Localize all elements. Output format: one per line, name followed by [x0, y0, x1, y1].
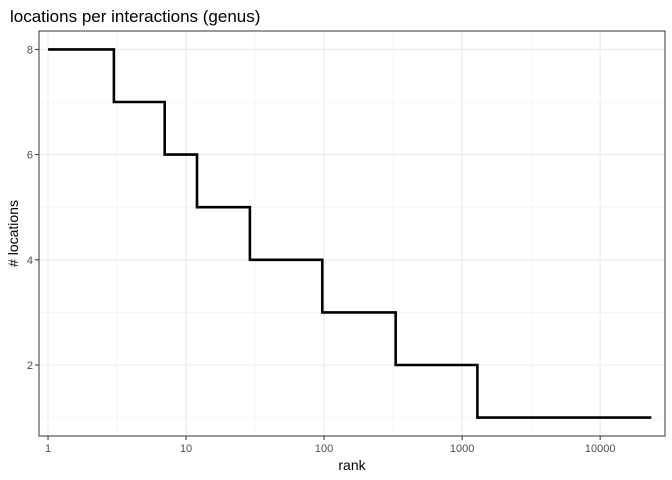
y-tick-label: 2 — [27, 360, 33, 372]
y-tick-label: 6 — [27, 150, 33, 162]
plot-panel — [39, 31, 665, 436]
x-axis: 1 10 100 1000 10000 — [45, 436, 615, 455]
x-tick-label: 10 — [180, 443, 192, 455]
y-tick-label: 8 — [27, 44, 33, 56]
y-axis-title: # locations — [5, 200, 21, 267]
y-axis: 2 4 6 8 — [27, 44, 39, 372]
series-step-line — [48, 48, 652, 419]
x-tick-label: 100 — [315, 443, 333, 455]
x-tick-label: 1000 — [450, 443, 474, 455]
chart-title: locations per interactions (genus) — [10, 7, 260, 26]
series-layer — [48, 48, 652, 419]
panel-border — [38, 30, 666, 437]
major-gridlines — [39, 31, 665, 436]
x-tick-label: 1 — [45, 443, 51, 455]
x-axis-title: rank — [338, 457, 366, 473]
y-tick-label: 4 — [27, 255, 33, 267]
x-tick-label: 10000 — [585, 443, 616, 455]
